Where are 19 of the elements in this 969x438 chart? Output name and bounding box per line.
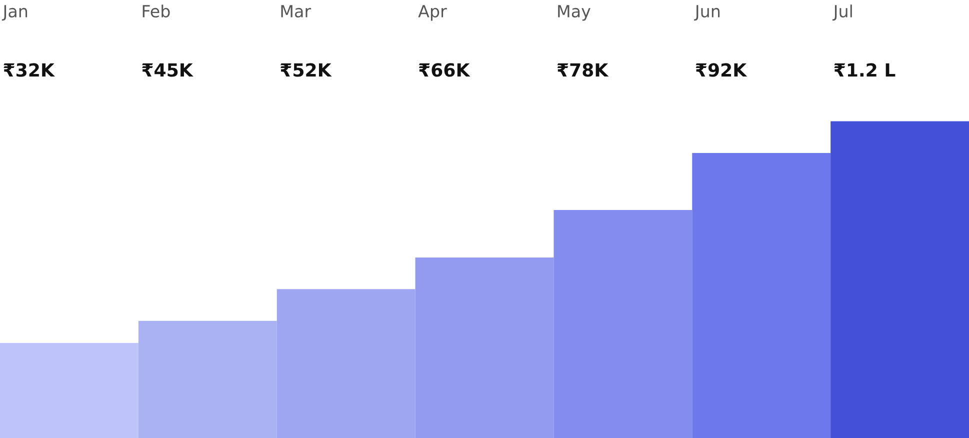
text: ₹52K [280, 63, 332, 77]
bar [830, 121, 969, 438]
text: ₹1.2 L [834, 63, 896, 77]
text: ₹32K [4, 63, 55, 77]
text: ₹66K [418, 63, 470, 77]
text: ₹92K [696, 63, 748, 77]
x-tick-label: Apr [418, 5, 447, 21]
bar [0, 342, 138, 438]
bar [692, 152, 831, 438]
bar [554, 210, 692, 438]
x-tick-label: Jun [694, 5, 720, 21]
text: ₹78K [557, 63, 609, 77]
x-tick-label: Feb [142, 4, 170, 18]
bar [138, 320, 277, 438]
x-tick-label: May [558, 5, 590, 21]
x-tick-label: Jul [832, 4, 852, 21]
x-tick-label: Jan [2, 5, 28, 21]
x-tick-label: Mar [281, 5, 312, 18]
text: ₹45K [142, 63, 194, 77]
